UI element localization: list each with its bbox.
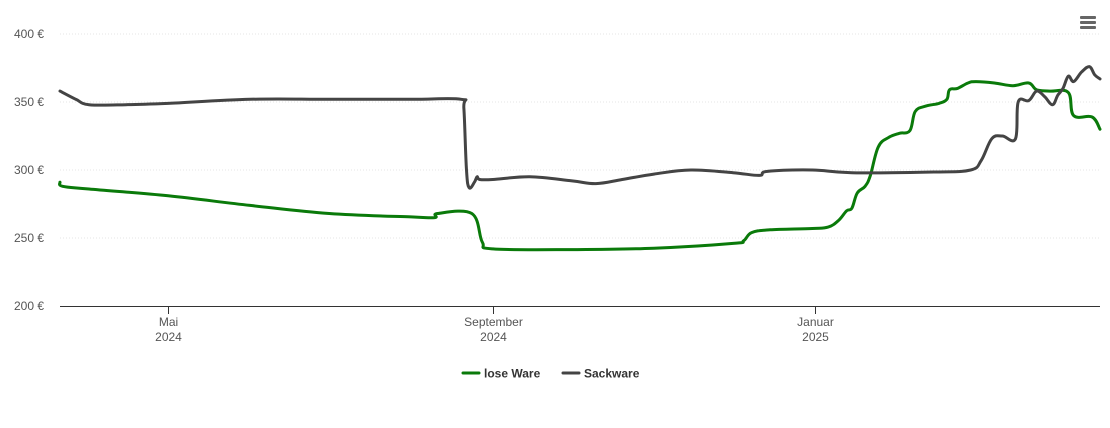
x-tick-label-year: 2024 [155,330,182,344]
y-tick-label: 250 € [14,231,44,245]
x-tick-label-month: Mai [159,315,178,329]
legend-item-lose-ware[interactable]: lose Ware [461,367,541,381]
legend-label: lose Ware [484,367,541,381]
x-tick-label-month: September [464,315,523,329]
y-tick-label: 300 € [14,163,44,177]
y-axis: 200 € 250 € 300 € 350 € 400 € [14,27,44,313]
hamburger-menu-icon[interactable] [1076,12,1100,34]
x-tick-label-year: 2024 [480,330,507,344]
x-tick-label-month: Januar [797,315,834,329]
series-layer [58,65,1102,252]
y-tick-label: 200 € [14,299,44,313]
series-line-sackware[interactable] [58,65,1102,190]
series-line-lose-ware[interactable] [58,80,1102,252]
grid-layer [60,33,1100,239]
y-tick-label: 400 € [14,27,44,41]
y-tick-label: 350 € [14,95,44,109]
legend-label: Sackware [584,367,640,381]
legend[interactable]: lose Ware Sackware [461,367,640,381]
legend-item-sackware[interactable]: Sackware [561,367,640,381]
x-tick-label-year: 2025 [802,330,829,344]
